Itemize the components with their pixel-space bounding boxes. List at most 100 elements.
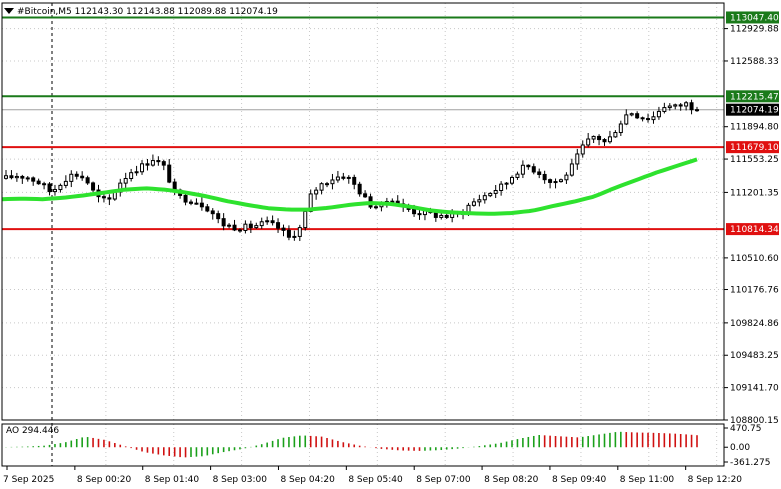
candle	[314, 187, 319, 200]
candle	[297, 224, 302, 242]
y-tick-label: 111894.80	[730, 123, 779, 133]
candle	[471, 198, 476, 207]
candle	[651, 111, 656, 124]
candle	[488, 192, 493, 198]
candle	[31, 176, 36, 186]
candle	[63, 175, 68, 189]
price-tag	[726, 103, 779, 116]
candle	[42, 181, 47, 190]
candle	[265, 216, 270, 225]
level-tags: 113047.40 112215.47 111679.10 110814.34 1120…	[726, 11, 779, 236]
candle	[689, 99, 694, 115]
candle	[537, 168, 542, 179]
resistance-level-tag	[726, 90, 779, 103]
candle	[597, 134, 602, 146]
one-click-trading-arrow-icon[interactable]	[4, 8, 14, 14]
candle	[129, 168, 134, 182]
candle	[504, 182, 509, 190]
y-tick-label: 112929.88	[730, 25, 779, 35]
candle	[553, 178, 558, 189]
candle	[69, 170, 74, 188]
candle	[188, 199, 193, 206]
candle	[325, 181, 330, 188]
candle	[183, 193, 188, 206]
candle	[36, 178, 41, 185]
candle	[569, 158, 574, 177]
ao-axis: 470.75 0.00 -361.275	[724, 424, 770, 468]
candle	[499, 181, 504, 196]
candle	[227, 223, 232, 229]
y-tick-label: 110176.76	[730, 286, 779, 296]
candle	[199, 197, 204, 211]
candle	[624, 109, 629, 126]
support-level-tag	[726, 223, 779, 236]
x-tick-label: 8 Sep 07:00	[416, 475, 471, 485]
candle	[613, 130, 618, 138]
candle	[286, 225, 291, 241]
candle	[14, 172, 19, 182]
candle	[586, 133, 591, 148]
candle	[417, 209, 422, 220]
support-level-label: 110814.34	[730, 225, 779, 235]
price-axis[interactable]: 112929.88 112588.33 111894.80 111553.25 1112…	[724, 25, 779, 426]
ao-tick-label: 470.75	[730, 424, 762, 434]
candle	[237, 228, 242, 233]
candle	[107, 194, 112, 206]
horizontal-levels[interactable]	[2, 16, 724, 231]
ma-line	[1, 157, 698, 216]
support-level-label: 111679.10	[730, 143, 779, 153]
candle	[74, 171, 79, 180]
candle	[4, 170, 8, 180]
ao-tick-label: 0.00	[730, 443, 750, 453]
candle	[575, 148, 580, 170]
candle	[662, 102, 667, 114]
candle	[47, 182, 52, 196]
candle	[531, 163, 536, 175]
resistance-level-tag	[726, 11, 779, 24]
moving-average	[1, 157, 698, 216]
x-tick-label: 8 Sep 11:00	[620, 475, 675, 485]
candle	[477, 194, 482, 207]
candle	[640, 116, 645, 122]
candle	[526, 164, 531, 170]
candle	[292, 230, 297, 241]
candle	[259, 217, 264, 229]
candle	[145, 158, 150, 171]
candle	[281, 224, 286, 237]
candle	[254, 222, 259, 229]
candle	[167, 159, 172, 184]
y-tick-label: 110510.60	[730, 254, 779, 264]
candle	[205, 203, 210, 213]
candle	[515, 171, 520, 180]
candle	[270, 215, 275, 226]
x-tick-label: 8 Sep 03:00	[213, 475, 268, 485]
ao-label: AO 294.446	[6, 426, 59, 436]
candle	[684, 101, 689, 111]
time-axis[interactable]: 7 Sep 2025 8 Sep 00:20 8 Sep 01:40 8 Sep 03…	[3, 466, 742, 485]
candle	[352, 174, 357, 190]
y-tick-label: 109483.25	[730, 351, 779, 361]
candle	[216, 210, 221, 224]
x-tick-label: 8 Sep 01:40	[145, 475, 200, 485]
candle	[85, 175, 90, 185]
candle	[629, 112, 634, 117]
candle	[363, 190, 368, 198]
ao-panel-frame	[1, 423, 725, 467]
candle	[493, 184, 498, 199]
grid-lines	[2, 3, 724, 466]
support-level-tag	[726, 141, 779, 154]
y-tick-label: 108800.15	[730, 416, 779, 426]
candle	[444, 213, 449, 219]
candle	[656, 106, 661, 120]
candle	[564, 172, 569, 184]
ao-tick-label: -361.275	[730, 458, 770, 468]
candle	[542, 170, 547, 184]
candle	[210, 208, 215, 220]
x-tick-label: 8 Sep 00:20	[77, 475, 132, 485]
candle	[243, 220, 248, 234]
candle	[150, 154, 155, 167]
candle	[161, 159, 166, 171]
candle	[123, 172, 128, 190]
resistance-level-label: 112215.47	[730, 92, 779, 102]
